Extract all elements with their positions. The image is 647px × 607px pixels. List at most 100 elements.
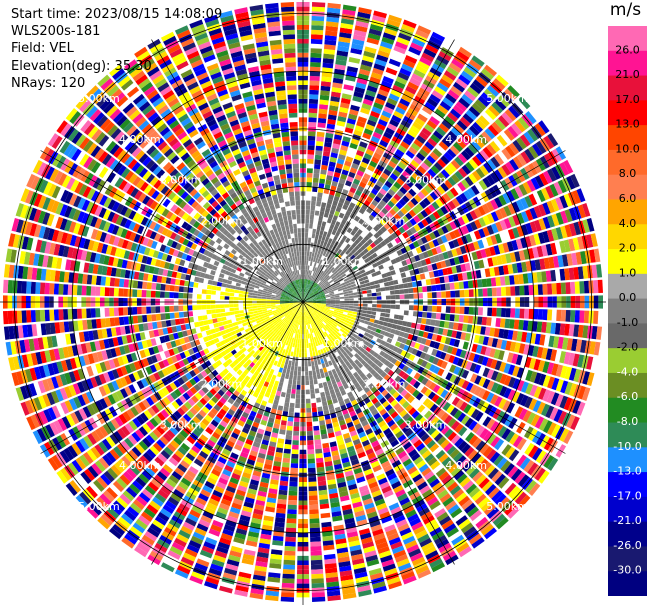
range-gate [361,393,368,401]
range-gate [322,540,334,546]
range-gate [447,481,459,492]
range-gate [229,477,240,485]
range-gate [254,387,261,394]
range-gate [410,452,421,462]
range-gate [507,228,516,240]
range-gate [390,290,395,295]
range-gate [412,262,418,269]
range-gate [424,242,431,251]
range-gate [512,156,523,169]
range-gate [287,504,297,510]
range-gate [111,392,120,403]
range-gate [383,281,390,287]
range-gate [432,384,441,393]
range-gate [501,428,512,440]
range-gate [337,227,343,233]
range-gate [536,271,543,283]
range-gate [426,496,439,507]
range-gate [297,320,300,325]
range-gate [303,283,305,289]
range-gate [289,327,293,332]
range-gate [393,383,401,391]
range-gate [559,428,570,442]
range-gate [219,340,226,346]
range-gate [303,278,305,284]
range-gate [424,410,433,420]
range-gate [529,384,538,397]
range-gate [396,325,402,331]
range-gate [312,288,316,292]
range-gate [261,320,267,324]
range-gate [159,422,169,432]
range-gate [290,467,298,473]
range-gate [272,427,279,434]
range-gate [397,161,407,170]
range-gate [190,535,204,545]
range-gate [325,275,330,280]
range-gate [360,382,368,390]
range-gate [316,201,322,207]
range-gate [128,373,136,383]
range-gate [250,479,260,486]
range-gate [329,243,334,250]
range-gate [359,280,365,285]
range-gate [335,304,340,307]
range-gate [119,377,128,387]
range-gate [261,335,266,340]
range-gate [382,76,394,85]
range-gate [479,149,490,161]
range-gate [413,156,423,165]
range-gate [570,173,580,188]
range-gate [336,260,341,265]
range-gate [328,432,335,439]
range-gate [542,389,551,402]
range-gate [235,386,243,394]
range-gate [324,308,330,312]
range-gate [444,478,456,489]
range-gate [560,380,569,394]
range-gate [509,341,517,352]
range-gate [252,441,261,448]
range-gate [307,324,310,330]
range-gate [454,423,464,434]
range-gate [517,474,530,487]
range-gate [149,500,161,511]
range-gate [507,465,519,478]
range-gate [306,284,309,289]
range-gate [315,293,320,296]
range-gate [219,408,227,416]
range-gate [256,366,262,373]
range-gate [330,267,335,272]
range-gate [244,407,251,415]
range-gate [388,14,402,23]
range-gate [335,435,344,441]
range-gate [487,287,493,297]
range-gate [215,359,223,367]
range-gate [370,386,378,394]
range-gate [273,399,279,406]
range-gate [582,387,591,401]
range-gate [269,368,275,375]
range-gate [468,434,479,446]
range-gate [179,429,189,439]
range-gate [489,348,496,358]
range-gate [326,175,333,181]
range-gate [156,471,168,481]
range-gate [297,375,301,381]
range-gate [207,334,214,341]
range-gate [310,559,323,566]
range-gate [571,252,578,266]
range-gate [478,217,487,227]
range-gate [333,335,338,341]
range-gate [468,289,474,297]
range-gate [149,364,157,373]
range-gate [249,368,256,375]
range-gate [326,276,331,281]
range-gate [446,66,459,77]
range-gate [325,25,338,32]
range-gate [267,492,277,499]
range-gate [336,274,341,279]
range-gate [417,569,432,579]
range-gate [480,92,493,104]
range-gate [312,370,317,376]
